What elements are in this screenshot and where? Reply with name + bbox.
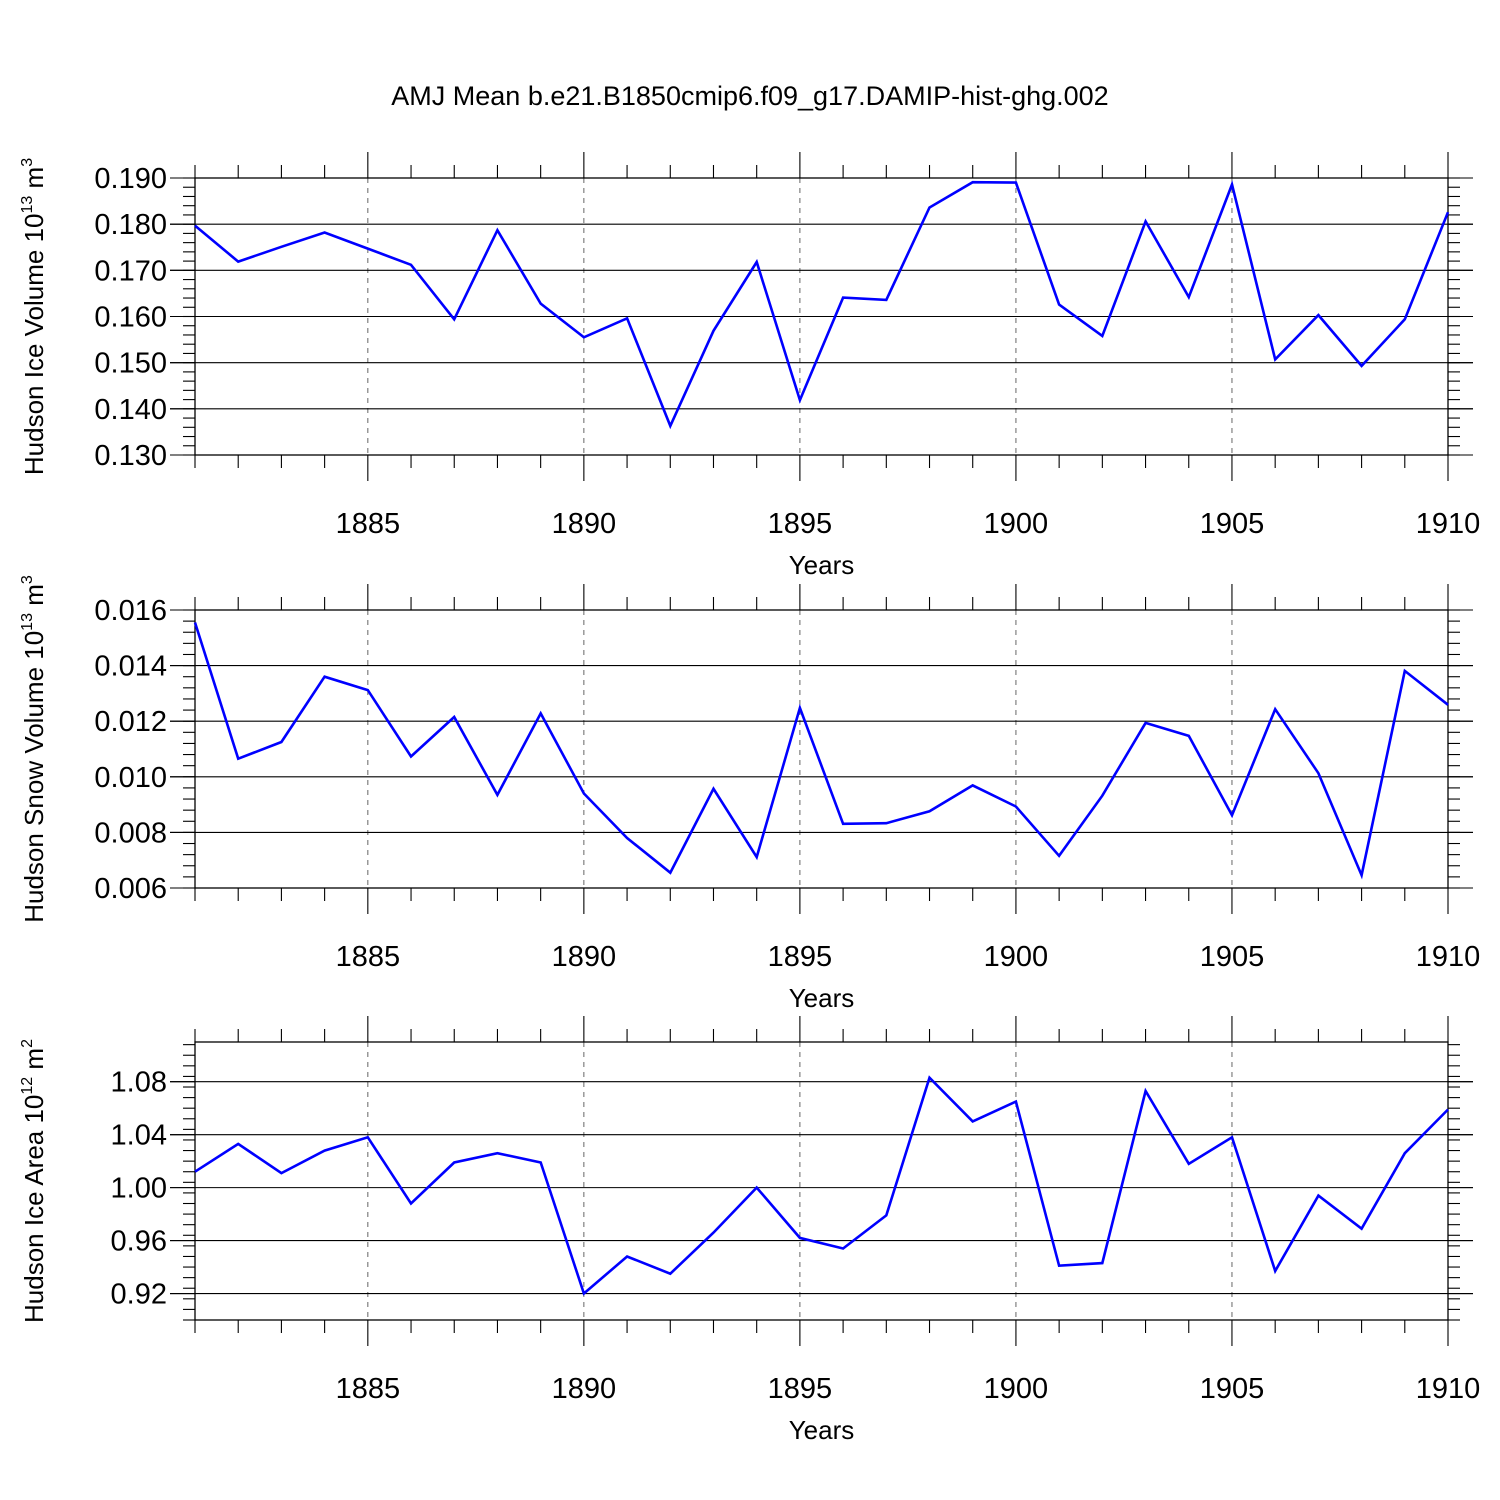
y-axis-label: Hudson Ice Area 1012 m2 <box>19 1039 49 1323</box>
y-tick-label: 0.180 <box>94 209 167 241</box>
panel-ice-volume: 0.130 0.140 0.150 0.160 0.170 0.180 0.190 1885 1… <box>19 152 1480 580</box>
x-axis-label: Years <box>789 550 855 580</box>
x-tick-label: 1905 <box>1200 508 1265 540</box>
x-tick-label: 1890 <box>552 1373 617 1405</box>
panel-snow-volume: 0.006 0.008 0.010 0.012 0.014 0.016 1885 1890 18… <box>19 575 1480 1013</box>
y-tick-label: 1.00 <box>111 1173 167 1205</box>
x-tick-label: 1905 <box>1200 1373 1265 1405</box>
y-axis-label: Hudson Snow Volume 1013 m3 <box>19 575 49 923</box>
x-tick-label: 1895 <box>768 508 833 540</box>
y-tick-label: 0.130 <box>94 440 167 472</box>
y-axis-label-exponent: 13 <box>19 196 36 214</box>
y-axis-label-unit: m <box>19 167 49 196</box>
y-tick-label: 0.170 <box>94 255 167 287</box>
y-tick-label: 0.92 <box>111 1279 167 1311</box>
y-tick-label: 0.008 <box>94 817 167 849</box>
x-tick-label: 1895 <box>768 1373 833 1405</box>
y-tick-label: 0.160 <box>94 302 167 334</box>
y-tick-label: 0.150 <box>94 348 167 380</box>
plot-frame <box>194 1041 1449 1321</box>
x-tick-label: 1910 <box>1416 941 1481 973</box>
y-tick-label: 0.012 <box>94 706 167 738</box>
x-tick-label: 1885 <box>336 941 401 973</box>
x-tick-label: 1910 <box>1416 508 1481 540</box>
y-axis-label-text: Hudson Ice Volume 10 <box>19 213 49 475</box>
x-axis-label: Years <box>789 983 855 1013</box>
x-tick-label: 1895 <box>768 941 833 973</box>
y-axis-label-text: Hudson Ice Area 10 <box>19 1095 49 1323</box>
y-axis-label-unit: m <box>19 1048 49 1077</box>
y-tick-label: 1.08 <box>111 1067 167 1099</box>
plot-frame <box>194 177 1449 456</box>
y-axis-label-exponent: 12 <box>19 1077 36 1095</box>
y-axis-label: Hudson Ice Volume 1013 m3 <box>19 158 49 475</box>
y-tick-label: 0.014 <box>94 651 167 683</box>
y-tick-label: 0.006 <box>94 873 167 905</box>
y-tick-label: 1.04 <box>111 1120 167 1152</box>
x-tick-label: 1900 <box>984 1373 1049 1405</box>
y-tick-label: 0.016 <box>94 595 167 627</box>
x-tick-label: 1885 <box>336 1373 401 1405</box>
panel-ice-area: 0.92 0.96 1.00 1.04 1.08 1885 1890 1895 1900 1905… <box>19 1016 1480 1445</box>
y-tick-label: 0.96 <box>111 1226 167 1258</box>
y-tick-label: 0.190 <box>94 163 167 195</box>
y-axis-label-exponent: 13 <box>19 613 36 631</box>
x-tick-label: 1900 <box>984 941 1049 973</box>
x-tick-label: 1890 <box>552 508 617 540</box>
figure-title: AMJ Mean b.e21.B1850cmip6.f09_g17.DAMIP-… <box>391 81 1108 111</box>
x-axis-label: Years <box>789 1415 855 1445</box>
chart-panels: 0.130 0.140 0.150 0.160 0.170 0.180 0.190 1885 1… <box>19 152 1480 1445</box>
series-line-snow-volume <box>193 622 1449 880</box>
x-tick-label: 1910 <box>1416 1373 1481 1405</box>
series-line-ice-area <box>194 1075 1449 1296</box>
plot-frame <box>194 609 1449 889</box>
y-axis-label-unit: m <box>19 584 49 613</box>
y-axis-label-unit-exponent: 3 <box>19 158 36 167</box>
x-tick-label: 1905 <box>1200 941 1265 973</box>
x-tick-label: 1885 <box>336 508 401 540</box>
y-axis-label-unit-exponent: 2 <box>19 1039 36 1048</box>
x-tick-label: 1900 <box>984 508 1049 540</box>
y-axis-label-unit-exponent: 3 <box>19 575 36 584</box>
series-line-ice-volume <box>194 180 1450 430</box>
x-tick-label: 1890 <box>552 941 617 973</box>
y-axis-label-text: Hudson Snow Volume 10 <box>19 631 49 923</box>
y-tick-label: 0.140 <box>94 394 167 426</box>
y-tick-label: 0.010 <box>94 762 167 794</box>
